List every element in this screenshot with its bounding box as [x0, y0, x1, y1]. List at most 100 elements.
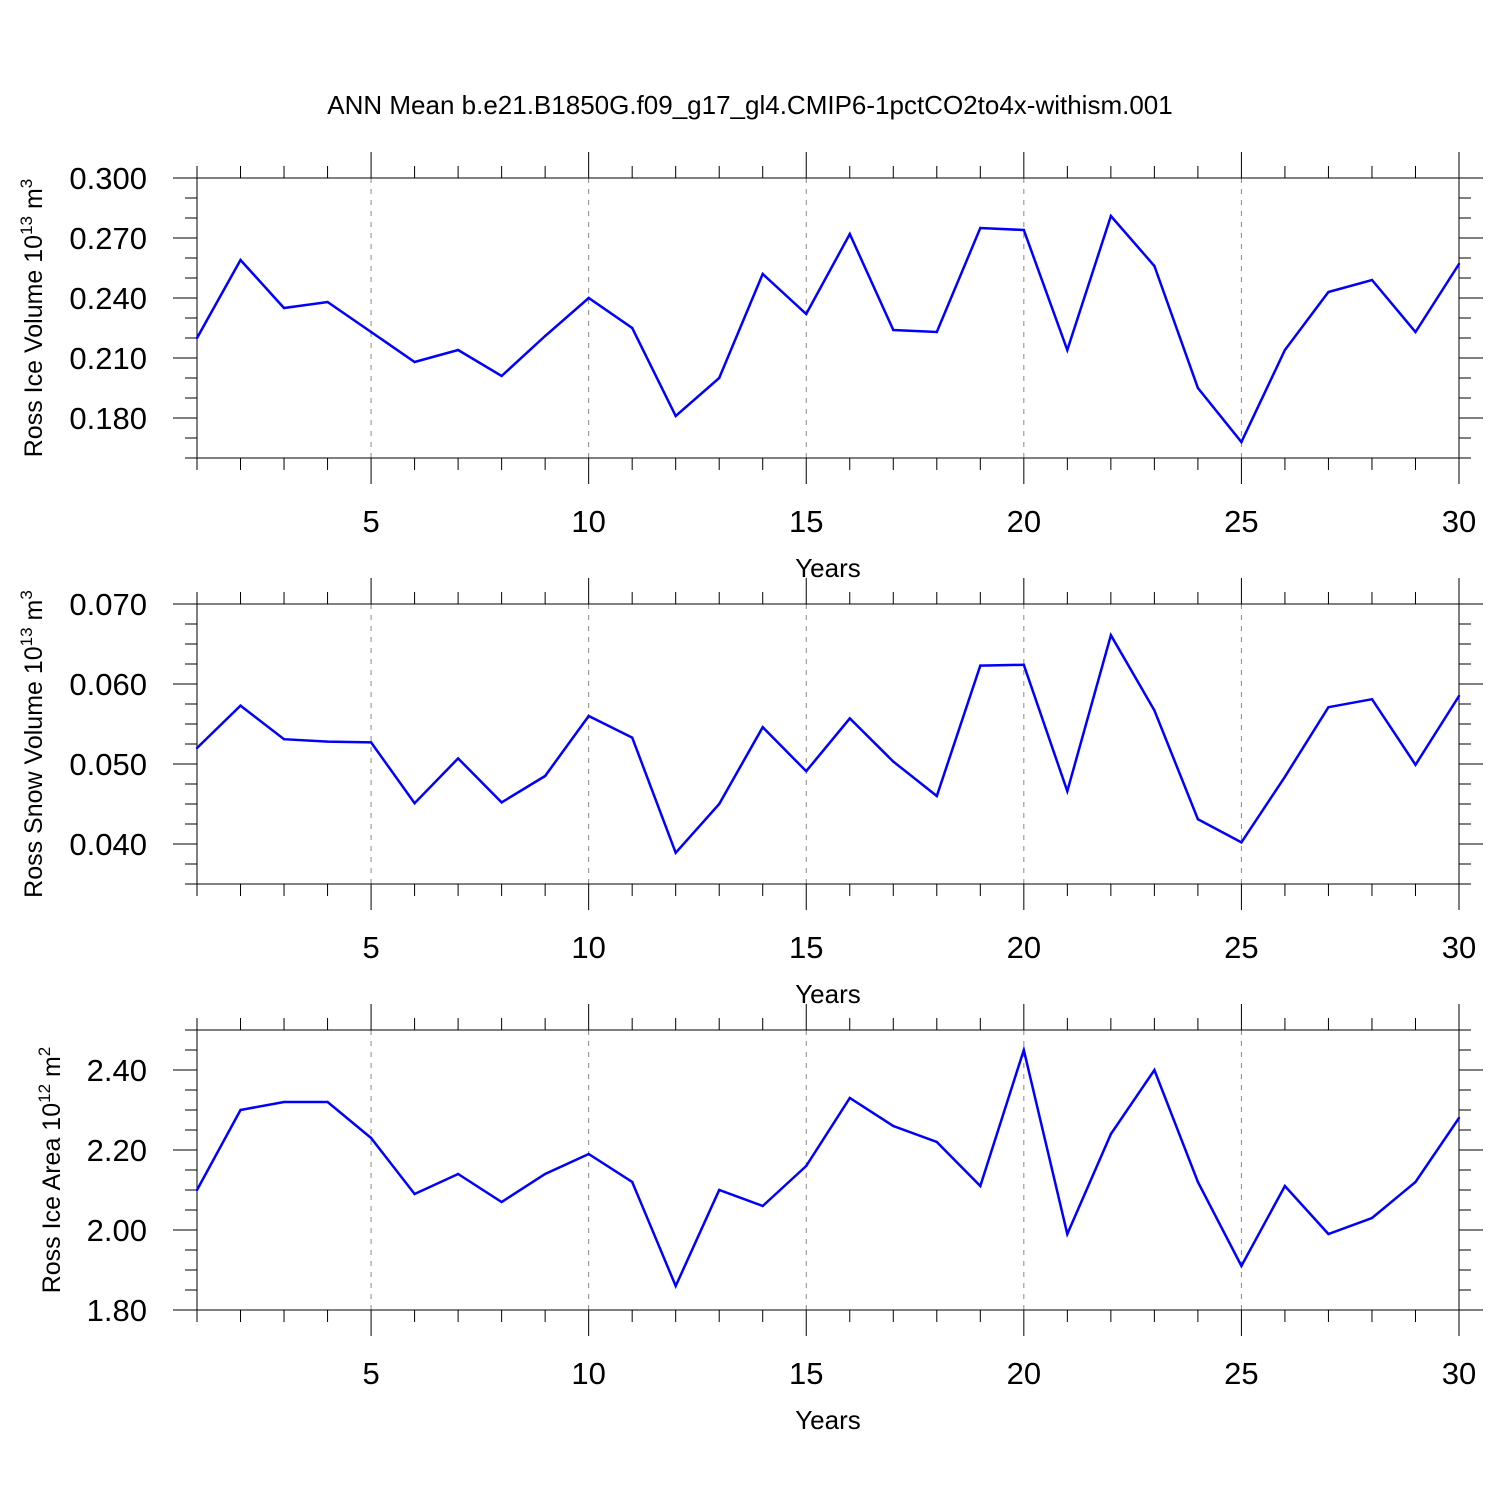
data-point — [1066, 790, 1069, 793]
x-tick-label: 30 — [1442, 504, 1476, 539]
data-point — [1457, 1116, 1461, 1120]
data-point — [369, 330, 373, 334]
x-tick-label: 25 — [1224, 504, 1258, 539]
data-point — [761, 726, 764, 729]
x-tick-label: 10 — [571, 504, 605, 539]
data-point — [543, 334, 547, 338]
data-point — [674, 1284, 677, 1288]
data-point — [761, 1204, 764, 1208]
y-tick-label: 2.40 — [87, 1053, 147, 1088]
data-point — [935, 330, 938, 334]
x-tick-label: 25 — [1224, 930, 1258, 965]
y-tick-label: 0.240 — [69, 281, 147, 316]
data-point — [326, 740, 329, 743]
data-point — [282, 306, 286, 310]
data-point — [848, 1096, 851, 1100]
y-tick-label: 0.210 — [69, 341, 147, 376]
y-tick-label: 1.80 — [87, 1293, 147, 1328]
data-point — [1153, 1068, 1156, 1072]
data-point — [630, 326, 634, 330]
series-line — [196, 632, 1461, 856]
y-axis-title: Ross Ice Area 1012 m2 — [35, 1047, 66, 1294]
data-point — [1153, 709, 1156, 712]
plot-frame — [196, 1029, 1460, 1311]
data-point — [543, 774, 547, 778]
y-axis-title-unit: m — [20, 188, 48, 216]
panel-1: 0.180 0.210 0.240 0.270 0.300 5 10 15 20 25 30 Year… — [17, 152, 1483, 583]
data-point — [1240, 841, 1243, 844]
data-point — [413, 802, 416, 805]
x-axis-title: Years — [795, 979, 861, 1009]
figure-title: ANN Mean b.e21.B1850G.f09_g17_gl4.CMIP6-… — [327, 90, 1172, 120]
data-point — [674, 414, 677, 418]
y-axis-title-exponent: 12 — [35, 1084, 54, 1103]
data-point — [1109, 214, 1113, 218]
data-point — [456, 348, 460, 352]
y-tick-label: 0.300 — [69, 161, 147, 196]
y-axis-title-unit: m — [20, 600, 48, 628]
y-tick-label: 0.180 — [69, 401, 147, 436]
data-point — [805, 1164, 808, 1168]
data-point — [326, 300, 329, 304]
x-tick-label: 30 — [1442, 1356, 1476, 1391]
x-tick-label: 5 — [362, 1356, 379, 1391]
data-point — [848, 717, 851, 720]
data-point — [500, 801, 503, 804]
x-tick-label: 20 — [1007, 504, 1041, 539]
y-tick-label: 2.20 — [87, 1133, 147, 1168]
y-tick-label: 0.070 — [69, 587, 147, 622]
data-point — [195, 1188, 199, 1192]
x-tick-label: 15 — [789, 930, 823, 965]
x-tick-label: 10 — [571, 1356, 605, 1391]
y-axis-title-unit: m — [38, 1056, 66, 1084]
data-point — [456, 1172, 460, 1176]
data-point — [1457, 262, 1461, 266]
data-point — [892, 328, 895, 332]
x-tick-label: 15 — [789, 504, 823, 539]
data-point — [1414, 1180, 1417, 1184]
data-point — [413, 360, 416, 364]
y-tick-label: 0.040 — [69, 827, 147, 862]
data-point — [1327, 706, 1330, 709]
y-axis-title-exponent: 13 — [17, 216, 36, 235]
data-point — [1457, 694, 1461, 698]
y-tick-label: 0.270 — [69, 221, 147, 256]
data-point — [1022, 663, 1026, 666]
x-tick-label: 10 — [571, 930, 605, 965]
data-point — [718, 1188, 721, 1192]
data-point — [500, 374, 503, 378]
x-tick-label: 30 — [1442, 930, 1476, 965]
data-point — [630, 736, 634, 739]
data-point — [1153, 264, 1156, 268]
plot-frame — [196, 177, 1460, 459]
data-point — [805, 770, 808, 773]
data-point — [761, 272, 764, 276]
data-point — [674, 851, 677, 854]
data-point — [1240, 1264, 1243, 1268]
data-point — [195, 746, 199, 750]
y-tick-label: 0.050 — [69, 747, 147, 782]
data-point — [1066, 348, 1069, 352]
y-axis-title-unit-exponent: 2 — [35, 1047, 54, 1056]
data-point — [326, 1100, 329, 1104]
data-point — [1022, 1048, 1026, 1052]
data-point — [892, 1124, 895, 1128]
data-point — [195, 336, 199, 340]
data-point — [630, 1180, 634, 1184]
data-point — [239, 1108, 242, 1112]
x-tick-label: 5 — [362, 930, 379, 965]
data-point — [587, 1152, 590, 1156]
data-point — [587, 296, 590, 300]
data-point — [848, 232, 851, 236]
y-axis-title-text: Ross Snow Volume 10 — [20, 646, 48, 898]
data-point — [1109, 1132, 1113, 1136]
data-point — [239, 258, 242, 262]
x-tick-label: 15 — [789, 1356, 823, 1391]
data-point — [979, 226, 982, 230]
data-point — [1196, 818, 1200, 821]
data-point — [1196, 1180, 1200, 1184]
y-axis-title-exponent: 13 — [17, 627, 36, 646]
data-point — [935, 1140, 938, 1144]
x-tick-label: 20 — [1007, 930, 1041, 965]
data-point — [282, 738, 286, 741]
